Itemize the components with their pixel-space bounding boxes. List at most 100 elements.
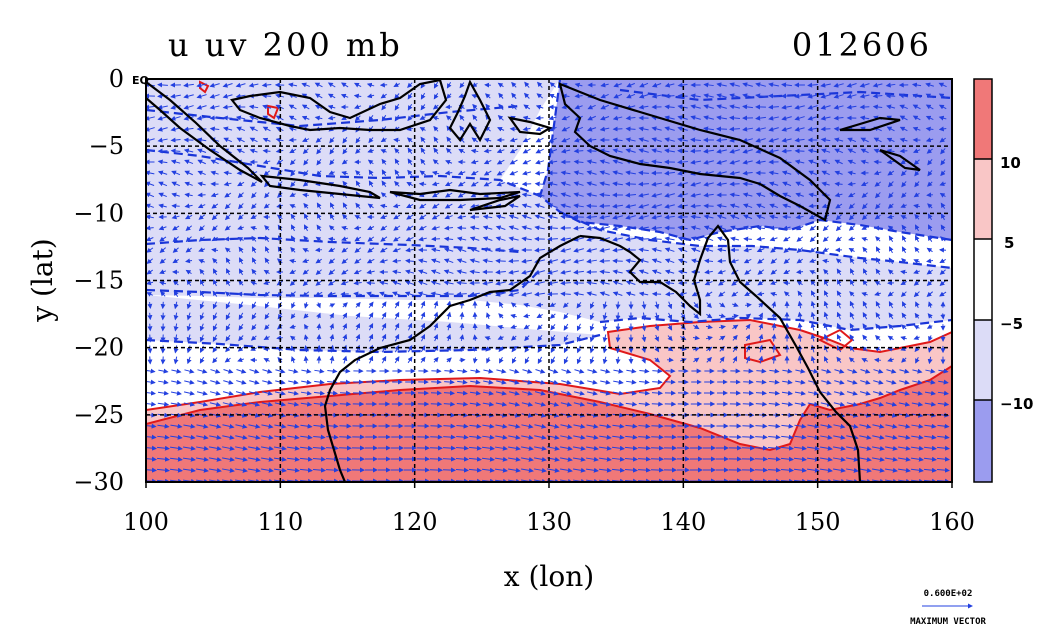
wind-vector: [847, 148, 856, 154]
wind-vector: [157, 104, 168, 110]
wind-vector: [716, 115, 727, 121]
wind-vector: [534, 192, 545, 198]
x-tick-label: 110: [257, 508, 303, 536]
wind-vector: [235, 82, 246, 88]
wind-vector: [433, 136, 439, 144]
wind-vector: [940, 313, 946, 320]
wind-vector: [755, 137, 766, 143]
wind-vector: [899, 104, 908, 110]
wind-vector: [431, 368, 442, 374]
wind-vector: [329, 147, 335, 155]
wind-vector: [170, 148, 181, 154]
wind-vector: [380, 149, 387, 154]
wind-vector: [536, 93, 544, 99]
wind-vector: [393, 137, 400, 143]
colorbar-tick-5: 5: [1004, 234, 1014, 252]
y-tick-label: −25: [73, 401, 124, 429]
contour-pos-small: [199, 80, 854, 364]
wind-vector: [716, 148, 727, 154]
wind-vector: [446, 115, 452, 121]
wind-vector: [470, 170, 479, 176]
colorbar-tick-neg5: −5: [1000, 315, 1023, 333]
wind-vector: [573, 170, 584, 176]
wind-vector: [872, 93, 883, 99]
wind-vector: [755, 93, 766, 99]
wind-vector: [638, 192, 649, 198]
wind-vector: [690, 192, 701, 198]
x-tick-label: 150: [795, 508, 841, 536]
wind-vector: [925, 126, 934, 132]
wind-vector: [433, 81, 439, 89]
wind-vector: [394, 93, 400, 100]
wind-vector: [380, 93, 387, 99]
wind-vector: [794, 115, 805, 121]
reference-vector-label: MAXIMUM VECTOR: [910, 617, 986, 627]
wind-vector: [650, 456, 664, 462]
wind-vector: [781, 148, 792, 154]
wind-vector: [445, 147, 452, 154]
wind-vector: [171, 170, 181, 176]
wind-vector: [940, 170, 946, 177]
wind-vector: [833, 104, 844, 110]
wind-vector: [483, 170, 492, 176]
wind-vector: [315, 137, 322, 143]
wind-vector: [290, 181, 296, 188]
wind-vector: [900, 170, 907, 177]
wind-vector: [743, 236, 752, 242]
wind-vector: [509, 170, 518, 176]
wind-vector: [677, 159, 688, 165]
wind-vector: [535, 159, 545, 165]
wind-vector: [547, 159, 558, 165]
wind-vector: [184, 159, 194, 165]
wind-vector: [158, 192, 167, 198]
wind-vector: [354, 104, 362, 110]
wind-vector: [820, 93, 831, 99]
wind-vector: [807, 115, 818, 121]
wind-vector: [742, 82, 753, 88]
wind-vector: [355, 180, 361, 188]
wind-vector: [314, 247, 323, 253]
wind-vector: [355, 148, 361, 154]
wind-vector: [301, 104, 310, 110]
reference-vector: 0.600E+02 MAXIMUM VECTOR: [910, 589, 986, 627]
wind-vector: [432, 104, 439, 110]
wind-vector: [355, 137, 361, 144]
y-tick-label: 0: [109, 65, 124, 93]
wind-vector: [521, 192, 532, 198]
wind-vector: [197, 170, 206, 176]
wind-vector: [755, 82, 766, 88]
wind-vector: [289, 159, 296, 166]
wind-vector: [341, 82, 349, 88]
wind-vector: [820, 137, 831, 143]
wind-vector: [899, 137, 908, 143]
wind-vector: [380, 137, 387, 143]
wind-vector: [899, 115, 908, 121]
wind-vector: [354, 82, 362, 88]
wind-vector: [432, 159, 439, 165]
wind-vector: [807, 104, 818, 110]
wind-vector: [742, 170, 753, 176]
wind-vector: [522, 148, 531, 154]
wind-vector: [535, 115, 544, 121]
wind-vector: [742, 181, 753, 187]
wind-vector: [496, 148, 505, 154]
wind-vector: [586, 148, 597, 154]
wind-vector: [651, 137, 662, 143]
wind-vector: [522, 126, 531, 132]
wind-vector: [612, 258, 623, 264]
wind-vector: [394, 169, 400, 177]
wind-vector: [419, 115, 426, 120]
wind-vector: [808, 159, 818, 165]
wind-vector: [509, 159, 518, 165]
wind-vector: [249, 148, 258, 154]
wind-vector: [833, 137, 844, 143]
wind-vector: [196, 137, 207, 143]
wind-vector: [651, 82, 662, 88]
wind-vector: [573, 181, 584, 187]
wind-vector: [263, 170, 271, 176]
wind-vector: [367, 159, 374, 165]
wind-vector: [147, 323, 153, 332]
wind-vector: [171, 203, 180, 209]
wind-vector: [834, 159, 843, 165]
wind-vector: [534, 181, 545, 187]
